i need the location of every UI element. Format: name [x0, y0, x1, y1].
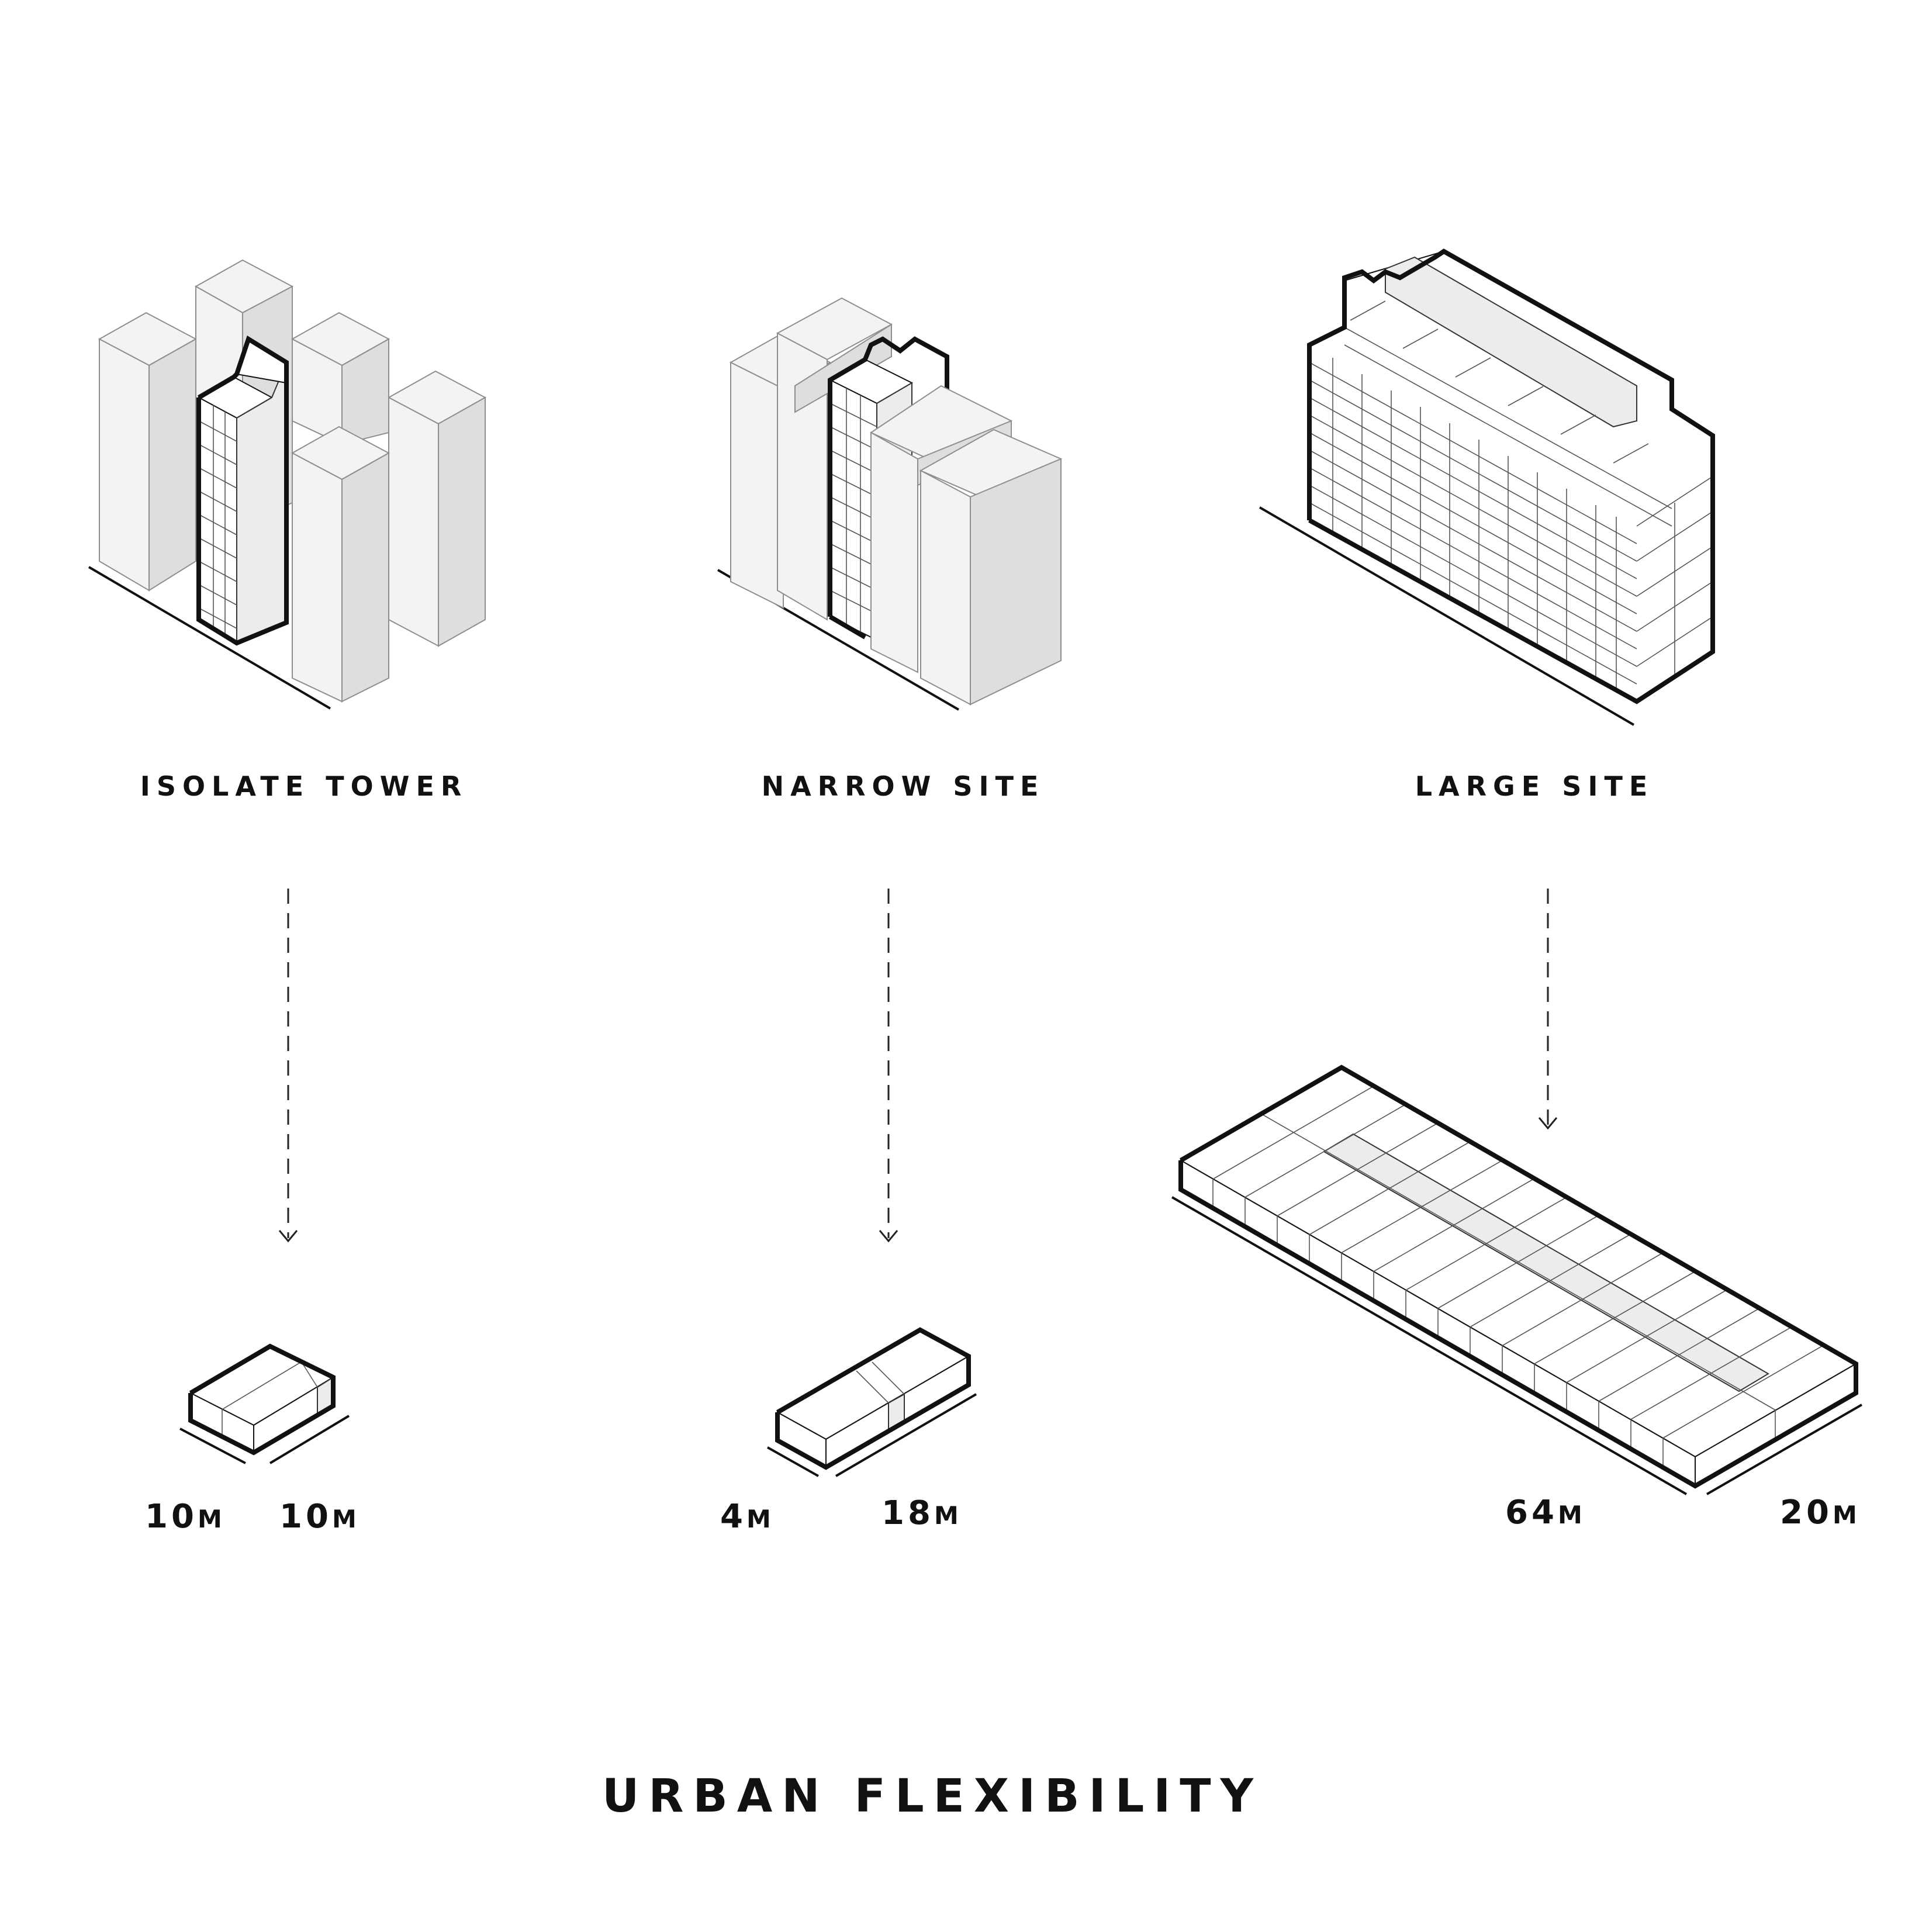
large-site-arrow: [1538, 889, 1558, 1130]
large-site-dim-width: 20M: [1780, 1494, 1861, 1532]
case-title-isolate-tower: ISOLATE TOWER: [140, 770, 468, 802]
isolate-tower-footprint: [179, 1343, 350, 1464]
large-site-footprint: [1171, 1064, 1863, 1495]
diagram-title: URBAN FLEXIBILITY: [602, 1770, 1263, 1823]
large-site-dim-length: 64M: [1505, 1494, 1586, 1532]
large-site-floor-grid: [1309, 300, 1713, 692]
narrow-site-dim-depth: 18M: [881, 1494, 962, 1532]
case-title-narrow-site: NARROW SITE: [761, 770, 1045, 802]
large-site-massing: [1259, 248, 1715, 726]
isolate-tower-massing: [88, 259, 487, 710]
narrow-site-massing: [717, 297, 1063, 711]
isolate-tower-dim-width: 10M: [145, 1498, 226, 1536]
narrow-site-arrow: [879, 889, 898, 1243]
isolate-tower-dim-depth: 10M: [279, 1498, 360, 1536]
case-title-large-site: LARGE SITE: [1415, 770, 1654, 802]
narrow-site-footprint: [767, 1327, 977, 1477]
large-site-plot-grid: [1212, 1086, 1824, 1467]
isolate-tower-arrow: [278, 889, 298, 1243]
narrow-site-dim-width: 4M: [720, 1498, 775, 1536]
